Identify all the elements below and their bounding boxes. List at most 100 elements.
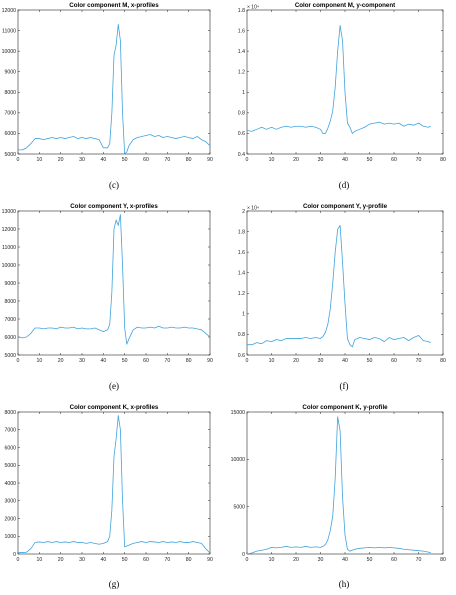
panel-d: 0 10 20 30 40 50 60 70 80 0.4 0.6 0.8 1 1.2 1.4 1.6 1.8 ×… xyxy=(228,0,456,198)
chart-e-ytick-label: 11000 xyxy=(2,245,16,251)
chart-e-xtick-label: 10 xyxy=(36,358,42,364)
chart-h-ytick-label: 15000 xyxy=(231,410,246,416)
chart-h-xtick-label: 80 xyxy=(440,557,446,563)
chart-e-xtick-label: 30 xyxy=(79,358,85,364)
chart-c-xtick-label: 30 xyxy=(79,157,85,163)
chart-f-xtick-label: 60 xyxy=(391,358,397,364)
chart-h-series-line xyxy=(246,416,431,555)
chart-f-ytick-label: 2 xyxy=(242,209,245,215)
chart-e-xtick-label: 20 xyxy=(58,358,64,364)
chart-f-exponent-label: × 10⁴ xyxy=(247,206,259,212)
caption-g: (g) xyxy=(108,579,120,589)
chart-h-xtick-label: 40 xyxy=(342,557,348,563)
chart-e-ytick-label: 9000 xyxy=(4,281,16,287)
chart-f-ytick-label: 1 xyxy=(242,312,245,318)
chart-h-xtick-label: 30 xyxy=(318,557,324,563)
chart-f-ytick-label: 1.8 xyxy=(238,229,245,235)
chart-d-ytick-label: 0.8 xyxy=(238,111,245,117)
chart-d-ytick-label: 1.2 xyxy=(238,70,245,76)
chart-d-xtick-label: 40 xyxy=(342,157,348,163)
chart-c-ytick-label: 9000 xyxy=(4,70,16,76)
chart-f-xtick-label: 10 xyxy=(269,358,275,364)
chart-c-xtick-label: 80 xyxy=(186,157,192,163)
chart-e-xtick-label: 50 xyxy=(122,358,128,364)
chart-f-xtick-label: 0 xyxy=(246,358,249,364)
chart-g-ytick-label: 0 xyxy=(13,552,16,558)
chart-e-svg: 0 10 20 30 40 50 60 70 80 90 5000 6000 7000 8000 9000 1… xyxy=(2,209,213,364)
chart-c-svg: 0 10 20 30 40 50 60 70 80 90 5000 6000 7000 8000 9000 1… xyxy=(2,8,213,163)
chart-f-ytick-label: 1.6 xyxy=(238,250,245,256)
chart-e-ytick-label: 5000 xyxy=(4,353,16,359)
chart-c-ytick-label: 7000 xyxy=(4,111,16,117)
chart-f-ytick-label: 1.2 xyxy=(238,291,245,297)
chart-h-xtick-label: 60 xyxy=(391,557,397,563)
chart-h-xtick-label: 50 xyxy=(367,557,373,563)
caption-h: (h) xyxy=(338,579,350,589)
chart-e-ytick-label: 6000 xyxy=(4,335,16,341)
chart-e-xtick-label: 60 xyxy=(143,358,149,364)
chart-g-ytick-label: 5000 xyxy=(4,463,16,469)
chart-h-xtick-label: 70 xyxy=(416,557,422,563)
chart-c-xtick-label: 0 xyxy=(17,157,20,163)
chart-c-xtick-label: 50 xyxy=(122,157,128,163)
chart-f-xtick-label: 50 xyxy=(367,358,373,364)
chart-e-ytick-label: 13000 xyxy=(2,209,17,215)
chart-g-xtick-label: 30 xyxy=(79,557,85,563)
chart-f-ytick-label: 0.6 xyxy=(238,353,245,359)
chart-c-series-line xyxy=(18,23,211,155)
chart-g-xtick-label: 60 xyxy=(143,557,149,563)
chart-g-xtick-label: 70 xyxy=(164,557,170,563)
chart-h-xtick-label: 10 xyxy=(269,557,275,563)
chart-g-title: Color component K, x-profiles xyxy=(69,404,159,411)
chart-c-xtick-label: 90 xyxy=(207,157,213,163)
chart-e-ytick-label: 8000 xyxy=(4,299,16,305)
chart-c-ytick-label: 6000 xyxy=(4,131,16,137)
chart-g-frame xyxy=(17,411,211,555)
chart-g-xtick-label: 50 xyxy=(122,557,128,563)
chart-h-svg: 0 10 20 30 40 50 60 70 80 0 5000 10000 15000 xyxy=(231,410,446,563)
chart-g-xtick-label: 10 xyxy=(36,557,42,563)
chart-f-xtick-label: 80 xyxy=(440,358,446,364)
chart-e-xtick-label: 80 xyxy=(186,358,192,364)
chart-g-ytick-label: 8000 xyxy=(4,410,16,416)
chart-f-ytick-label: 0.8 xyxy=(238,332,245,338)
chart-d-ytick-label: 1.6 xyxy=(238,28,245,34)
chart-e-ytick-label: 12000 xyxy=(2,227,17,233)
caption-d: (d) xyxy=(338,180,350,190)
chart-g-ytick-label: 6000 xyxy=(4,445,16,451)
chart-g-xtick-label: 40 xyxy=(100,557,106,563)
chart-g-series-line xyxy=(17,415,211,554)
chart-e-title: Color component Y, x-profiles xyxy=(70,203,158,210)
chart-g-ytick-label: 1000 xyxy=(4,534,16,540)
chart-c-xtick-label: 60 xyxy=(143,157,149,163)
chart-g-ytick-label: 2000 xyxy=(4,516,16,522)
chart-c-xtick-label: 70 xyxy=(164,157,170,163)
chart-h-title: Color component K, y-profile xyxy=(302,404,388,411)
chart-f-svg: 0 10 20 30 40 50 60 70 80 0.6 0.8 1 1.2 1.4 1.6 1.8 2× 1… xyxy=(238,206,446,365)
chart-d-exponent-label: × 10⁴ xyxy=(247,5,259,11)
chart-d-title: Color component M, y-component xyxy=(294,2,396,9)
chart-c-frame xyxy=(17,9,211,155)
chart-f-ytick-label: 1.4 xyxy=(238,271,245,277)
chart-d-ytick-label: 1.4 xyxy=(238,49,245,55)
chart-d-xtick-label: 70 xyxy=(416,157,422,163)
chart-c-ytick-label: 5000 xyxy=(4,152,16,158)
chart-f-title: Color component Y, y-profile xyxy=(302,203,388,210)
chart-f-xtick-label: 30 xyxy=(318,358,324,364)
chart-g-xtick-label: 80 xyxy=(186,557,192,563)
caption-f: (f) xyxy=(339,381,349,391)
caption-e: (e) xyxy=(109,381,119,391)
chart-e-ytick-label: 7000 xyxy=(4,317,16,323)
chart-c-xtick-label: 10 xyxy=(36,157,42,163)
chart-d-xtick-label: 60 xyxy=(391,157,397,163)
chart-g-ytick-label: 4000 xyxy=(4,481,16,487)
chart-e-xtick-label: 0 xyxy=(17,358,20,364)
chart-d-ytick-label: 0.6 xyxy=(238,131,245,137)
chart-e-xtick-label: 70 xyxy=(164,358,170,364)
chart-e-series-line xyxy=(17,214,211,345)
chart-f-xtick-label: 40 xyxy=(342,358,348,364)
chart-e-xtick-label: 40 xyxy=(100,358,106,364)
chart-e-xtick-label: 90 xyxy=(207,358,213,364)
chart-h-ytick-label: 5000 xyxy=(233,504,245,510)
chart-h-ytick-label: 10000 xyxy=(231,457,246,463)
